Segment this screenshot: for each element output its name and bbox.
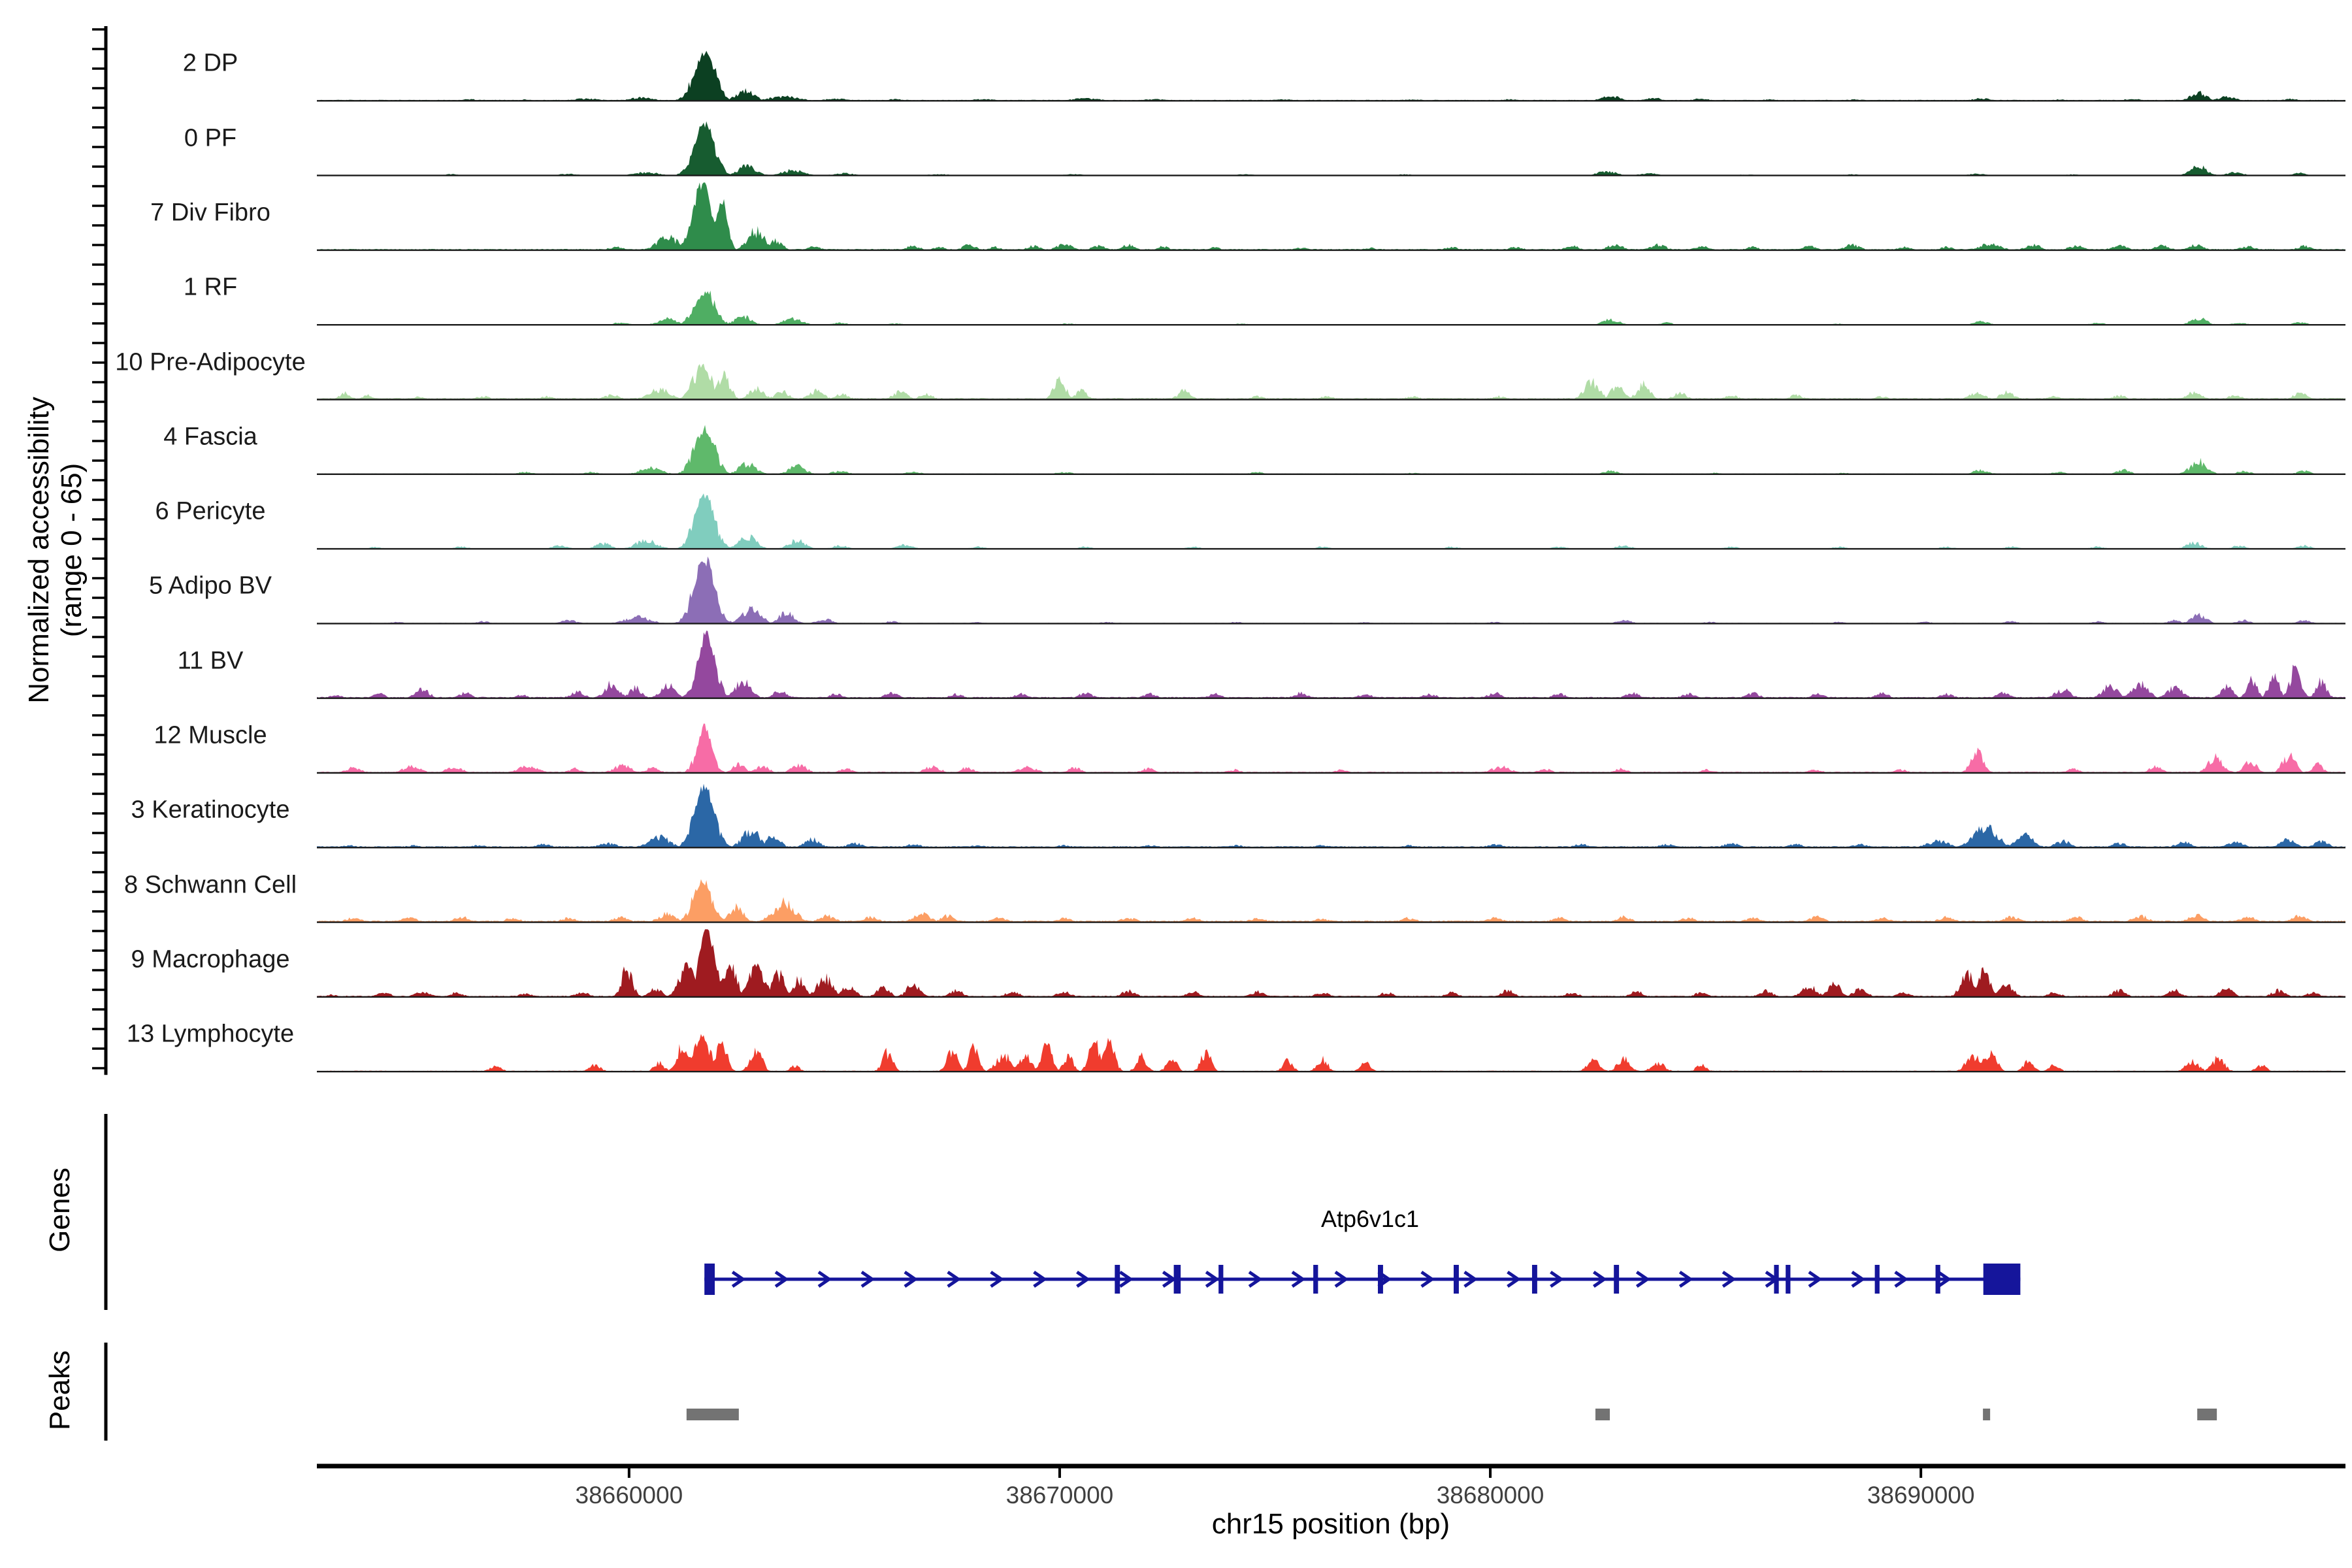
gene-strand-arrow	[1507, 1270, 1521, 1288]
gene-strand-arrow	[1808, 1270, 1823, 1288]
track-label: 1 RF	[183, 273, 238, 301]
x-tick-label: 38670000	[1005, 1482, 1114, 1509]
gene-utr-block	[704, 1264, 715, 1295]
track-label: 0 PF	[184, 124, 237, 152]
gene-strand-arrow	[1722, 1270, 1737, 1288]
gene-exon	[1173, 1265, 1181, 1294]
track-signal-area	[317, 50, 2345, 101]
gene-strand-arrow	[1334, 1270, 1349, 1288]
gene-exon	[1454, 1265, 1459, 1294]
track-label: 10 Pre-Adipocyte	[115, 348, 306, 376]
gene-exon	[1935, 1265, 1940, 1294]
gene-strand-arrow	[1033, 1270, 1047, 1288]
gene-strand-arrow	[1291, 1270, 1306, 1288]
gene-strand-arrow	[774, 1270, 789, 1288]
gene-name-label: Atp6v1c1	[1320, 1205, 1420, 1232]
gene-exon	[1313, 1265, 1318, 1294]
track-signal-area	[317, 929, 2345, 997]
gene-strand-arrow	[1162, 1270, 1177, 1288]
y-axis-label-line1: Normalized accessibility	[23, 397, 55, 704]
track-signal-area	[317, 182, 2345, 250]
gene-strand-arrow	[731, 1270, 746, 1288]
gene-strand-arrow	[1248, 1270, 1263, 1288]
peak-interval	[686, 1409, 739, 1420]
track-signal-area	[317, 630, 2345, 698]
track-signal-area	[317, 556, 2345, 624]
track-label: 11 BV	[177, 647, 244, 675]
peak-interval	[1595, 1409, 1610, 1420]
gene-strand-arrow	[1119, 1270, 1134, 1288]
gene-strand-arrow	[947, 1270, 962, 1288]
track-signal-area	[317, 290, 2345, 325]
track-signal-area	[317, 723, 2345, 773]
track-signal-area	[317, 493, 2345, 549]
peak-interval	[1983, 1409, 1991, 1420]
track-label: 5 Adipo BV	[148, 572, 272, 600]
track-signal-area	[317, 783, 2345, 848]
gene-exon	[1874, 1265, 1880, 1294]
track-label: 3 Keratinocyte	[131, 796, 290, 824]
x-tick-label: 38680000	[1436, 1482, 1544, 1509]
gene-exon	[1531, 1265, 1537, 1294]
gene-strand-arrow	[1937, 1270, 1952, 1288]
gene-strand-arrow	[990, 1270, 1005, 1288]
x-axis-title: chr15 position (bp)	[1211, 1508, 1450, 1540]
gene-strand-arrow	[1894, 1270, 1909, 1288]
gene-strand-arrow	[1205, 1270, 1220, 1288]
track-label: 8 Schwann Cell	[123, 871, 297, 899]
x-tick-label: 38690000	[1867, 1482, 1975, 1509]
track-label: 7 Div Fibro	[150, 199, 270, 227]
gene-strand-arrow	[817, 1270, 832, 1288]
track-label: 6 Pericyte	[155, 497, 266, 525]
gene-exon	[1218, 1265, 1224, 1294]
track-signal-area	[317, 425, 2345, 474]
track-signal-area	[317, 121, 2345, 176]
x-tick-label: 38660000	[575, 1482, 683, 1509]
gene-strand-arrow	[1592, 1270, 1607, 1288]
track-label: 9 Macrophage	[131, 945, 290, 973]
gene-exon	[1614, 1265, 1620, 1294]
gene-strand-arrow	[1463, 1270, 1478, 1288]
peak-interval	[2197, 1409, 2217, 1420]
track-label: 13 Lymphocyte	[126, 1020, 295, 1048]
gene-strand-arrow	[1635, 1270, 1650, 1288]
gene-strand-arrow	[860, 1270, 875, 1288]
track-signal-area	[317, 1034, 2345, 1072]
track-label: 4 Fascia	[163, 423, 257, 451]
gene-strand-arrow	[1076, 1270, 1090, 1288]
gene-exon	[1378, 1265, 1383, 1294]
gene-exon	[1786, 1265, 1791, 1294]
track-signal-area	[317, 363, 2345, 400]
genes-section-label: Genes	[44, 1168, 76, 1252]
gene-exon	[1774, 1265, 1779, 1294]
gene-strand-arrow	[904, 1270, 919, 1288]
y-axis-label: Normalized accessibility (range 0 - 65)	[23, 397, 88, 703]
gene-strand-arrow	[1550, 1270, 1564, 1288]
gene-exon	[1115, 1265, 1120, 1294]
gene-strand-arrow	[1678, 1270, 1693, 1288]
y-axis-label-line2: (range 0 - 65)	[56, 463, 88, 638]
track-label: 2 DP	[182, 49, 238, 77]
track-signal-area	[317, 879, 2345, 923]
gene-utr-block	[1983, 1264, 2021, 1295]
track-label: 12 Muscle	[154, 721, 267, 749]
gene-strand-arrow	[1420, 1270, 1435, 1288]
gene-strand-arrow	[1851, 1270, 1866, 1288]
peaks-section-label: Peaks	[44, 1350, 76, 1431]
